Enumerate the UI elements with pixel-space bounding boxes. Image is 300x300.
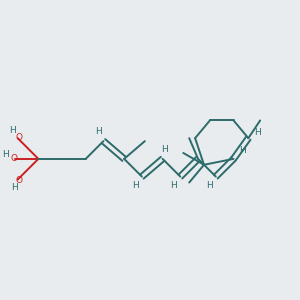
Text: H: H [206, 181, 213, 190]
Text: H: H [95, 127, 101, 136]
Text: H: H [239, 146, 246, 155]
Text: H: H [254, 128, 261, 137]
Text: H: H [11, 183, 17, 192]
Text: H: H [132, 181, 139, 190]
Text: O: O [11, 154, 18, 164]
Text: H: H [162, 145, 168, 154]
Text: O: O [16, 133, 23, 142]
Text: H: H [2, 150, 9, 159]
Text: O: O [16, 176, 23, 185]
Text: H: H [170, 181, 177, 190]
Text: H: H [9, 126, 16, 135]
